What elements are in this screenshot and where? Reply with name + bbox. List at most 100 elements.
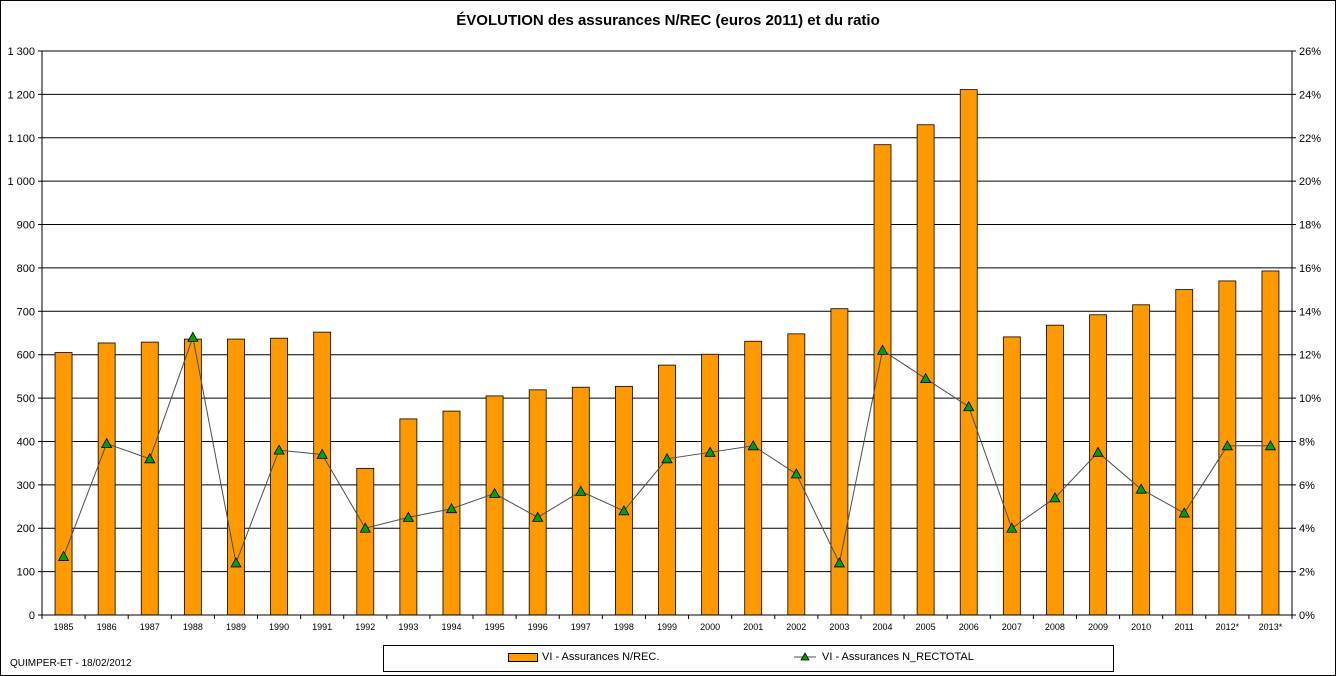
- bar: [183, 338, 202, 616]
- ratio-marker: [833, 557, 846, 568]
- bar: [1046, 324, 1064, 616]
- x-tick-label: 2010: [1131, 622, 1151, 632]
- bar: [528, 389, 547, 616]
- ratio-marker: [963, 400, 975, 412]
- y-left-tick-label: 700: [17, 306, 35, 318]
- bar: [1175, 289, 1194, 616]
- x-tick-label: 1988: [183, 622, 203, 632]
- ratio-marker: [1006, 522, 1018, 533]
- bar: [658, 364, 676, 616]
- y-left-tick-label: 1 200: [7, 89, 35, 101]
- bar: [744, 340, 763, 616]
- y-right-tick-label: 6%: [1299, 480, 1315, 492]
- ratio-marker: [532, 511, 544, 522]
- y-left-tick-label: 1 000: [7, 176, 35, 188]
- x-tick-label: 1998: [614, 622, 634, 632]
- ratio-marker: [661, 452, 673, 464]
- bar: [571, 386, 590, 616]
- legend-label-bar-series: VI - Assurances N/REC.: [542, 651, 660, 663]
- bar: [959, 89, 978, 616]
- y-right-tick-label: 10%: [1299, 393, 1321, 405]
- legend-bar-swatch: [508, 652, 538, 662]
- ratio-marker: [230, 557, 242, 568]
- ratio-marker: [618, 505, 630, 516]
- ratio-marker: [316, 448, 328, 459]
- ratio-marker: [1049, 492, 1061, 503]
- y-left-tick-label: 800: [17, 263, 35, 275]
- y-right-tick-label: 16%: [1299, 263, 1321, 275]
- x-tick-label: 1996: [528, 622, 548, 632]
- bar: [916, 124, 935, 616]
- y-left-tick-label: 0: [29, 610, 35, 622]
- y-right-tick-label: 24%: [1299, 89, 1321, 101]
- ratio-marker: [1264, 439, 1277, 451]
- legend-item-line-series: VI - Assurances N_RECTOTAL: [794, 651, 974, 663]
- bar: [227, 338, 245, 616]
- x-tick-label: 2000: [700, 622, 720, 632]
- x-tick-label: 1991: [312, 622, 332, 632]
- y-right-tick-label: 26%: [1299, 46, 1321, 58]
- ratio-marker: [1221, 439, 1234, 451]
- x-tick-label: 2005: [916, 622, 936, 632]
- y-right-tick-label: 4%: [1299, 523, 1315, 535]
- ratio-marker: [100, 437, 113, 449]
- legend-item-bar-series: VI - Assurances N/REC.: [508, 651, 659, 663]
- x-tick-label: 1986: [97, 622, 117, 632]
- x-tick-label: 2004: [873, 622, 893, 632]
- legend-label-line-series: VI - Assurances N_RECTOTAL: [822, 651, 974, 663]
- x-tick-label: 2011: [1175, 622, 1194, 632]
- ratio-marker: [57, 550, 70, 561]
- y-right-tick-label: 8%: [1299, 436, 1315, 448]
- legend-line-swatch: [794, 652, 816, 661]
- ratio-marker: [790, 468, 802, 479]
- x-tick-label: 1992: [355, 622, 375, 632]
- x-tick-label: 2007: [1002, 622, 1022, 632]
- y-right-tick-label: 12%: [1299, 350, 1321, 362]
- x-tick-label: 1994: [441, 622, 461, 632]
- y-left-tick-label: 100: [17, 567, 35, 579]
- ratio-marker: [402, 511, 415, 522]
- y-left-tick-label: 200: [17, 523, 35, 535]
- ratio-marker: [747, 439, 759, 451]
- y-left-tick-label: 1 100: [7, 133, 35, 145]
- x-tick-label: 2002: [786, 622, 806, 632]
- y-left-tick-label: 400: [17, 436, 35, 448]
- ratio-marker: [704, 446, 716, 457]
- x-tick-label: 1990: [269, 622, 289, 632]
- ratio-marker: [919, 372, 932, 383]
- bar: [54, 352, 73, 616]
- footer-note: QUIMPER-ET - 18/02/2012: [10, 658, 132, 669]
- ratio-marker: [1092, 446, 1104, 457]
- x-tick-label: 1985: [54, 622, 74, 632]
- y-left-tick-label: 600: [17, 350, 35, 362]
- x-tick-label: 2006: [959, 622, 979, 632]
- x-tick-label: 1995: [485, 622, 505, 632]
- bar: [97, 342, 116, 616]
- bar: [830, 308, 849, 616]
- bar: [701, 353, 720, 616]
- y-right-tick-label: 20%: [1299, 176, 1321, 188]
- ratio-marker: [273, 444, 285, 455]
- y-right-tick-label: 14%: [1299, 306, 1321, 318]
- bar: [140, 341, 159, 616]
- x-tick-label: 2003: [829, 622, 849, 632]
- bar: [1002, 336, 1021, 616]
- ratio-marker: [1178, 507, 1190, 518]
- x-tick-label: 2009: [1088, 622, 1108, 632]
- y-right-tick-label: 18%: [1299, 220, 1321, 232]
- y-right-tick-label: 2%: [1299, 567, 1315, 579]
- ratio-marker: [488, 487, 501, 498]
- x-tick-label: 1999: [657, 622, 677, 632]
- ratio-marker: [1135, 483, 1147, 494]
- bar: [614, 385, 633, 616]
- ratio-marker: [876, 344, 889, 355]
- chart-title: ÉVOLUTION des assurances N/REC (euros 20…: [456, 12, 880, 29]
- y-left-tick-label: 300: [17, 480, 35, 492]
- bar: [1132, 304, 1151, 616]
- x-tick-label: 2012*: [1216, 622, 1240, 632]
- bar: [270, 337, 288, 616]
- y-left-tick-label: 1 300: [7, 46, 35, 58]
- x-tick-label: 1989: [226, 622, 246, 632]
- y-left-tick-label: 500: [17, 393, 35, 405]
- bar: [1089, 314, 1107, 616]
